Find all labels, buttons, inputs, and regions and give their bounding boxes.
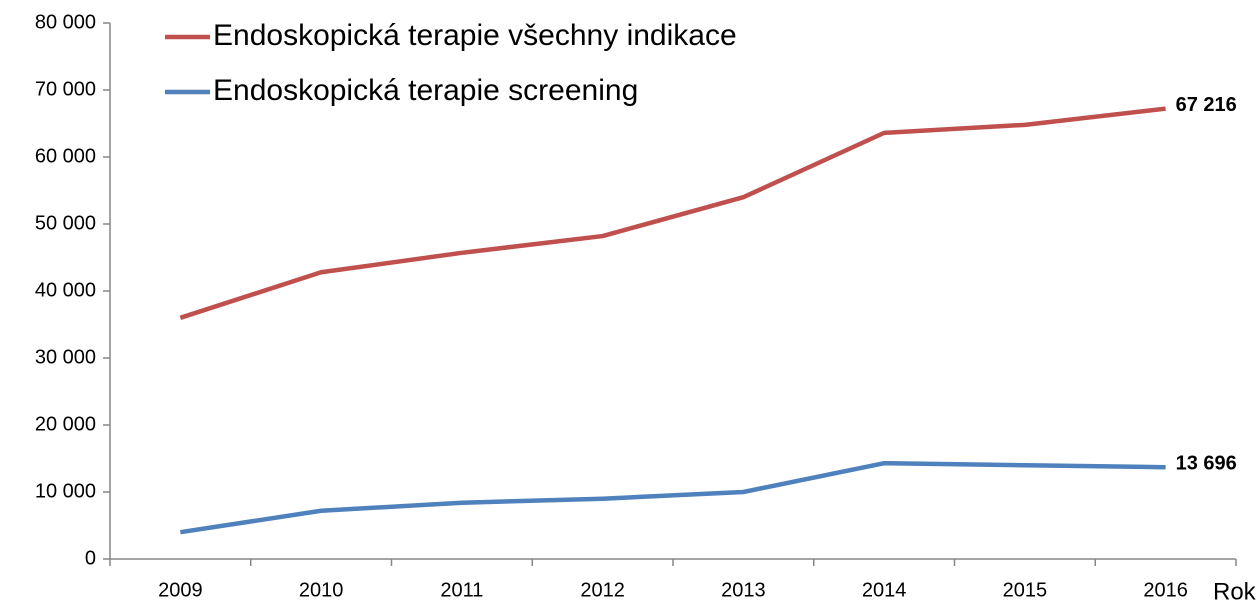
y-tick-label: 80 000 xyxy=(35,11,96,33)
x-tick-label: 2013 xyxy=(721,579,766,601)
y-tick-label: 30 000 xyxy=(35,346,96,368)
x-tick-label: 2016 xyxy=(1143,579,1188,601)
y-tick-label: 70 000 xyxy=(35,78,96,100)
x-tick-label: 2010 xyxy=(299,579,344,601)
x-tick-label: 2015 xyxy=(1003,579,1048,601)
y-tick-label: 40 000 xyxy=(35,279,96,301)
x-tick-label: 2009 xyxy=(158,579,203,601)
x-tick-label: 2014 xyxy=(862,579,907,601)
y-tick-label: 60 000 xyxy=(35,145,96,167)
y-tick-label: 10 000 xyxy=(35,480,96,502)
data-label: 67 216 xyxy=(1176,94,1237,116)
y-tick-label: 0 xyxy=(85,547,96,569)
data-label: 13 696 xyxy=(1176,453,1237,475)
y-tick-label: 20 000 xyxy=(35,413,96,435)
y-tick-label: 50 000 xyxy=(35,212,96,234)
series-line xyxy=(180,460,1166,535)
x-tick-label: 2012 xyxy=(580,579,625,601)
x-tick-label: 2011 xyxy=(440,579,483,601)
x-axis-label: Rok xyxy=(1213,578,1257,604)
series-line xyxy=(179,106,1166,320)
legend-label: Endoskopická terapie všechny indikace xyxy=(213,19,737,52)
legend-label: Endoskopická terapie screening xyxy=(213,74,638,107)
